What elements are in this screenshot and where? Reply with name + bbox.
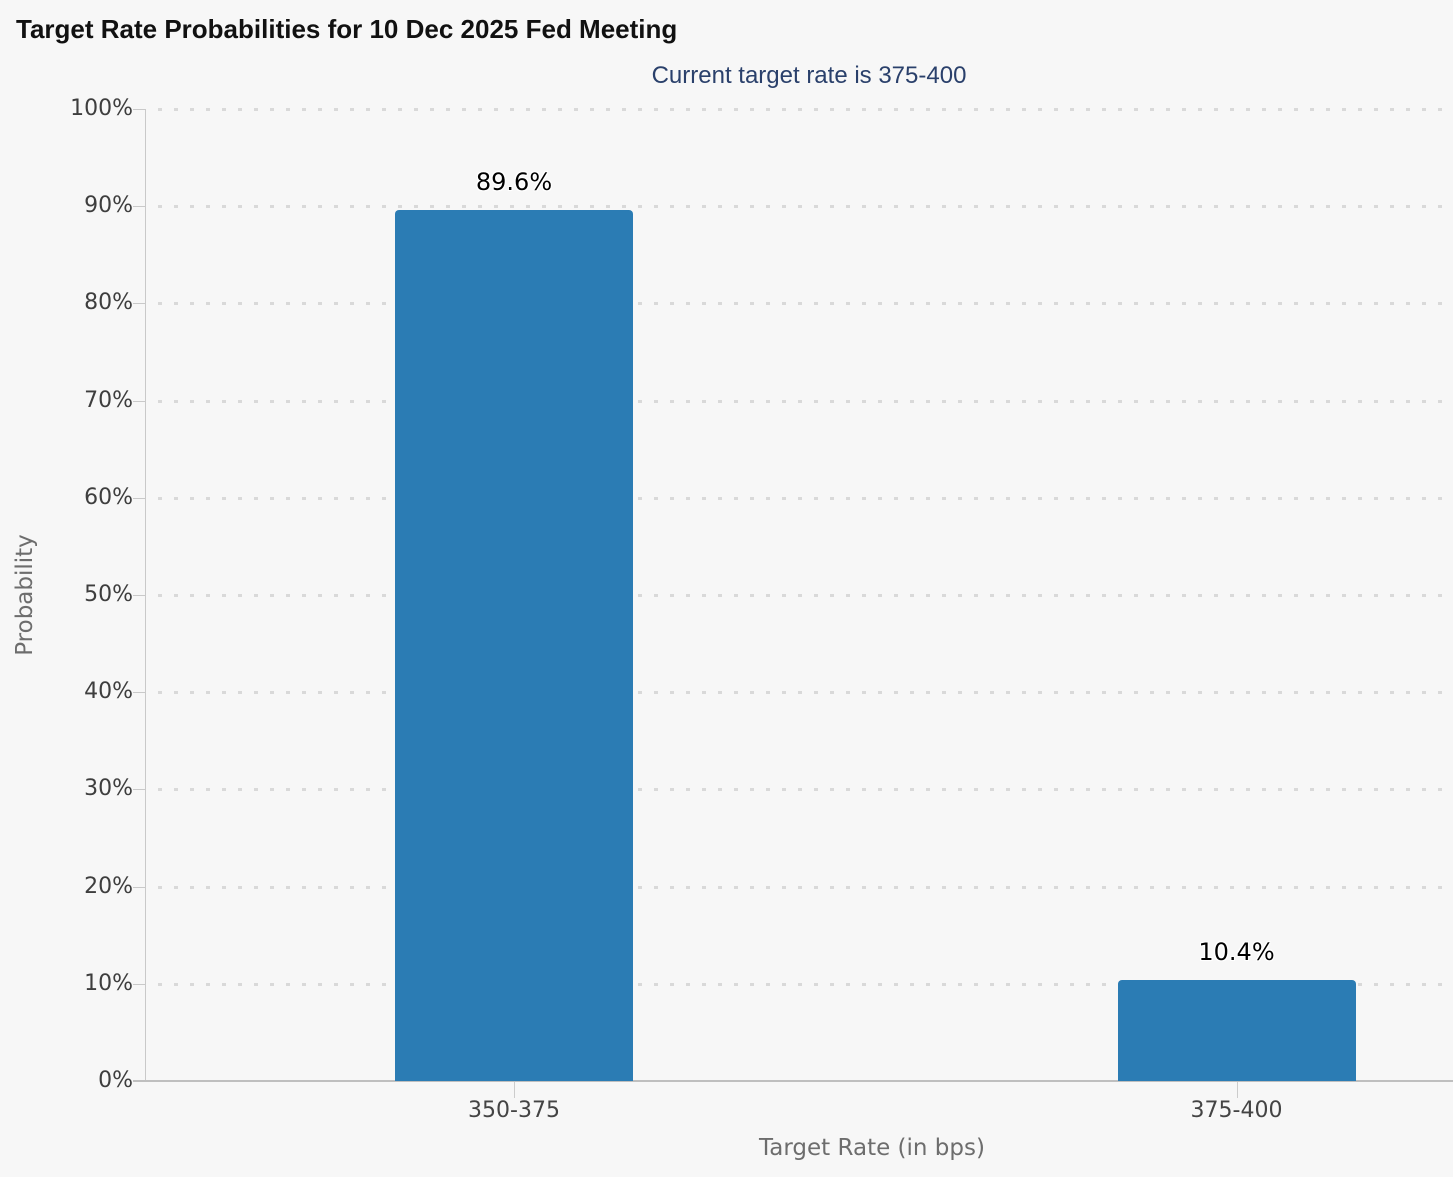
y-axis-tick-label: 80% <box>84 290 133 316</box>
y-axis-tick <box>133 886 145 888</box>
chart-title: Target Rate Probabilities for 10 Dec 202… <box>16 14 678 44</box>
y-axis-tick <box>133 206 145 208</box>
y-axis-tick-label: 50% <box>84 582 133 607</box>
y-gridline <box>158 205 1453 209</box>
y-axis-tick <box>133 109 145 110</box>
y-gridline <box>158 108 1453 111</box>
y-axis-tick-label: 10% <box>84 970 133 996</box>
y-gridline <box>158 594 1453 597</box>
y-gridline <box>158 788 1453 792</box>
y-axis-title: Probability <box>12 534 38 656</box>
y-axis-tick <box>133 789 145 791</box>
x-axis-category-label: 375-400 <box>1190 1098 1283 1123</box>
y-axis-tick-label: 0% <box>98 1068 133 1093</box>
y-axis-tick-label: 90% <box>84 193 133 219</box>
x-axis-line <box>133 1080 1453 1082</box>
y-gridline <box>158 496 1453 500</box>
y-gridline <box>158 399 1453 403</box>
y-axis-tick <box>133 400 145 402</box>
y-axis-tick-label: 20% <box>84 873 133 899</box>
bar-value-label: 10.4% <box>1198 937 1275 966</box>
y-axis-tick-label: 30% <box>84 776 133 802</box>
bar-value-label: 89.6% <box>475 168 553 197</box>
x-axis-tick <box>514 1082 515 1098</box>
y-gridline <box>158 302 1453 306</box>
x-axis-title: Target Rate (in bps) <box>759 1135 985 1161</box>
y-axis-title-text: Probability <box>12 534 38 656</box>
chart-subtitle: Current target rate is 375-400 <box>651 62 967 89</box>
y-axis-tick <box>133 983 145 985</box>
y-axis-tick <box>133 692 145 694</box>
x-axis-category-label: 350-375 <box>468 1098 560 1123</box>
bar-350-375[interactable] <box>395 210 633 1081</box>
x-axis-tick <box>1236 1082 1238 1098</box>
y-axis-tick-label: 100% <box>70 96 133 121</box>
y-axis-tick-label: 40% <box>84 679 133 705</box>
y-axis-tick-label: 60% <box>84 484 133 510</box>
y-gridline <box>158 885 1453 889</box>
y-axis-tick <box>133 303 145 305</box>
y-axis-line <box>145 109 146 1081</box>
y-axis-tick <box>133 497 145 499</box>
y-axis-tick-label: 70% <box>84 387 133 413</box>
y-gridline <box>158 982 1453 986</box>
y-gridline <box>158 691 1453 695</box>
y-axis-tick <box>133 595 145 596</box>
bar-375-400[interactable] <box>1117 979 1356 1081</box>
